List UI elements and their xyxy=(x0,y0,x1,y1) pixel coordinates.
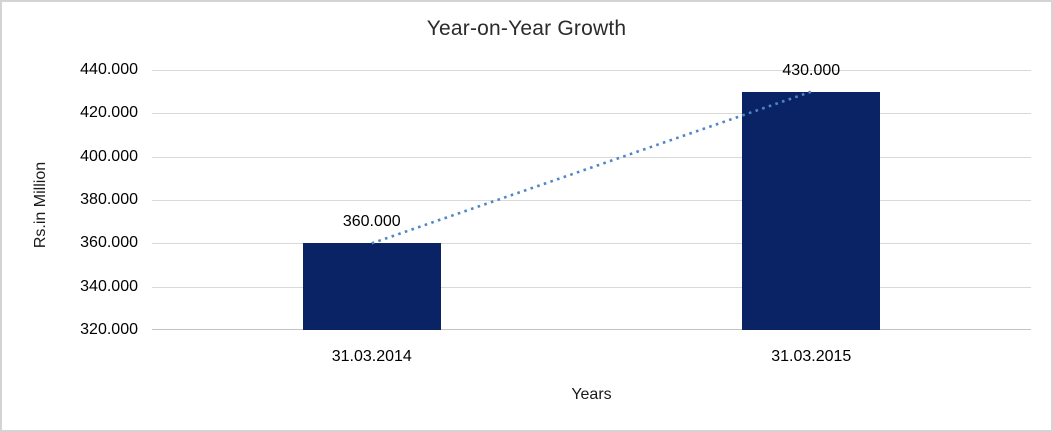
plot-area: 360.000 430.000 xyxy=(152,62,1031,330)
x-tick-label: 31.03.2015 xyxy=(771,348,852,365)
x-axis-title: Years xyxy=(571,386,612,403)
bar-value-label: 360.000 xyxy=(342,213,401,231)
y-tick-label: 360.000 xyxy=(80,234,138,252)
y-tick-label: 400.000 xyxy=(80,147,138,165)
y-tick-label: 440.000 xyxy=(80,61,138,78)
gridline xyxy=(152,286,1031,288)
bar-value-label: 430.000 xyxy=(782,61,841,79)
y-tick-label: 340.000 xyxy=(80,277,138,295)
gridline xyxy=(152,113,1031,115)
gridline xyxy=(152,243,1031,245)
y-tick-label: 380.000 xyxy=(80,191,138,208)
y-tick-label: 420.000 xyxy=(80,104,138,122)
gridline xyxy=(152,70,1031,71)
gridline xyxy=(152,156,1031,158)
bar xyxy=(742,91,881,330)
x-tick-label: 31.03.2014 xyxy=(331,348,412,365)
chart-title: Year-on-Year Growth xyxy=(426,17,627,40)
y-tick-label: 320.000 xyxy=(80,321,138,338)
bar xyxy=(302,243,441,330)
gridline xyxy=(152,200,1031,201)
